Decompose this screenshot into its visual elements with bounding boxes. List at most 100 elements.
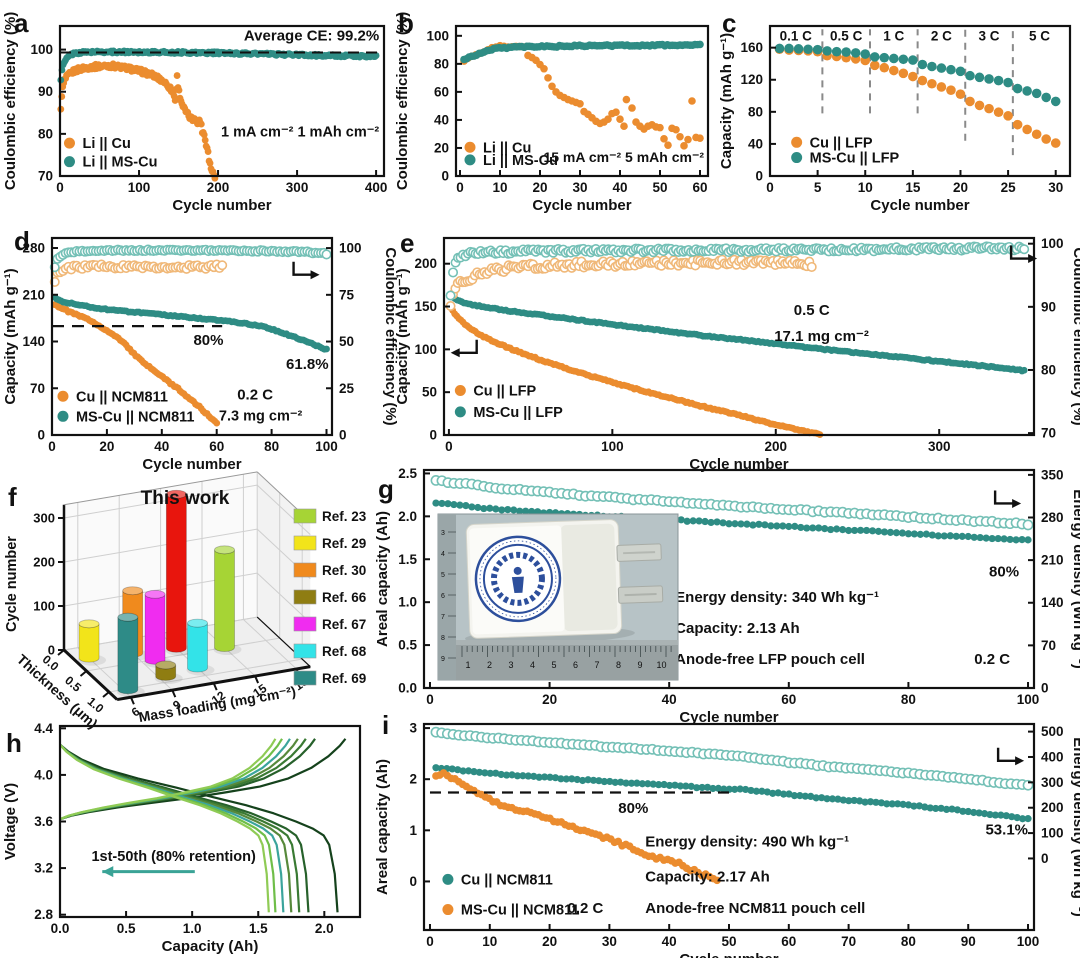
panel-e-lfp-cycling-chart: 0 100 200 300 0 50 100 150 200 70 80 90 100 Cycle num… bbox=[394, 228, 1080, 473]
svg-text:0.2 C: 0.2 C bbox=[974, 651, 1010, 668]
svg-text:1: 1 bbox=[465, 660, 470, 670]
svg-text:0.5 C: 0.5 C bbox=[830, 28, 863, 43]
svg-text:Voltage (V): Voltage (V) bbox=[2, 783, 19, 860]
svg-text:40: 40 bbox=[748, 136, 763, 151]
svg-text:Coulombic efficiency (%): Coulombic efficiency (%) bbox=[382, 247, 399, 425]
svg-text:0: 0 bbox=[339, 428, 347, 443]
svg-text:b: b bbox=[398, 8, 414, 38]
svg-text:4: 4 bbox=[530, 660, 535, 670]
svg-text:3: 3 bbox=[508, 660, 513, 670]
svg-text:80%: 80% bbox=[618, 800, 648, 817]
svg-text:g: g bbox=[378, 474, 394, 504]
svg-text:200: 200 bbox=[414, 256, 437, 271]
svg-text:20: 20 bbox=[99, 439, 114, 454]
svg-text:10: 10 bbox=[492, 180, 507, 195]
svg-text:50: 50 bbox=[721, 934, 736, 949]
panel-d-ncm811-cycling-chart: 0 20 40 60 80 1000701402102800255075100Cycle … bbox=[2, 226, 399, 473]
svg-text:400: 400 bbox=[1041, 749, 1064, 764]
svg-text:0: 0 bbox=[48, 439, 56, 454]
svg-text:3.2: 3.2 bbox=[34, 861, 53, 876]
svg-text:7: 7 bbox=[441, 614, 445, 621]
svg-text:100: 100 bbox=[1017, 934, 1040, 949]
svg-text:40: 40 bbox=[662, 934, 677, 949]
svg-text:80: 80 bbox=[434, 56, 449, 71]
svg-text:0.5: 0.5 bbox=[398, 638, 417, 653]
svg-text:Areal capacity (Ah): Areal capacity (Ah) bbox=[374, 511, 391, 647]
svg-text:300: 300 bbox=[1041, 775, 1064, 790]
svg-text:90: 90 bbox=[961, 934, 976, 949]
svg-text:1st-50th (80% retention): 1st-50th (80% retention) bbox=[91, 849, 256, 865]
svg-text:90: 90 bbox=[38, 84, 53, 99]
panel-b-high-rate-coulombic-efficiency-chart: 0 10 20 30 40 50 60 0 20 40 60 80 100 Cycle number Cou… bbox=[394, 8, 710, 214]
svg-text:80: 80 bbox=[901, 692, 916, 707]
figure-row-2: 0 20 40 60 80 100 0 70 140 210 280 0 25 50 75 100 Cycle … bbox=[0, 226, 1080, 473]
svg-text:2 C: 2 C bbox=[931, 28, 952, 43]
svg-text:40: 40 bbox=[434, 112, 449, 127]
svg-text:100: 100 bbox=[315, 439, 338, 454]
svg-text:0: 0 bbox=[1041, 681, 1049, 696]
svg-text:2.0: 2.0 bbox=[398, 509, 417, 524]
svg-text:Coulombic efficiency (%): Coulombic efficiency (%) bbox=[1070, 247, 1080, 425]
svg-text:Coulombic efficiency (%): Coulombic efficiency (%) bbox=[2, 12, 19, 190]
svg-text:80%: 80% bbox=[193, 332, 223, 349]
panel-g-lfp-pouch-cell-chart: 0 20 40 60 80 1000.00.51.01.52.02.50701402102… bbox=[374, 466, 1080, 726]
svg-text:25: 25 bbox=[339, 381, 355, 396]
svg-text:Energy density (Wh kg⁻¹): Energy density (Wh kg⁻¹) bbox=[1070, 737, 1080, 917]
svg-text:Anode-free LFP pouch cell: Anode-free LFP pouch cell bbox=[675, 651, 865, 668]
svg-text:10: 10 bbox=[858, 180, 873, 195]
svg-text:6: 6 bbox=[441, 593, 445, 600]
svg-text:Ref. 29: Ref. 29 bbox=[322, 536, 366, 551]
svg-text:15 mA cm⁻² 5 mAh cm⁻²: 15 mA cm⁻² 5 mAh cm⁻² bbox=[543, 149, 704, 165]
svg-text:0: 0 bbox=[766, 180, 774, 195]
panel-a-li-cu-coulombic-efficiency-chart: 0 100 200 300 400 70 80 90 100 Cycle number Coulom… bbox=[2, 8, 387, 214]
svg-text:300: 300 bbox=[286, 180, 309, 195]
figure-row-1: 0 100 200 300 400 70 80 90 100 Cycle number Coulom… bbox=[0, 0, 1080, 226]
svg-text:Li || MS-Cu: Li || MS-Cu bbox=[483, 153, 558, 169]
svg-text:1 C: 1 C bbox=[883, 28, 904, 43]
svg-text:5: 5 bbox=[814, 180, 822, 195]
svg-text:80: 80 bbox=[748, 104, 763, 119]
panel-c-rate-capability-chart: 0 5 10 15 20 25 30 0 40 80 120 160 Cycle number Capac… bbox=[718, 8, 1072, 214]
svg-text:8: 8 bbox=[616, 660, 621, 670]
svg-text:Capacity (mAh g⁻¹): Capacity (mAh g⁻¹) bbox=[394, 268, 411, 404]
svg-text:280: 280 bbox=[1041, 510, 1064, 525]
svg-text:8: 8 bbox=[441, 635, 445, 642]
svg-text:Ref. 23: Ref. 23 bbox=[322, 509, 367, 524]
svg-text:0: 0 bbox=[445, 439, 453, 454]
svg-text:15: 15 bbox=[905, 180, 921, 195]
svg-text:80: 80 bbox=[901, 934, 916, 949]
svg-text:60: 60 bbox=[781, 692, 796, 707]
svg-text:6: 6 bbox=[573, 660, 578, 670]
svg-text:0: 0 bbox=[48, 643, 55, 658]
svg-text:Energy density: 490 Wh kg⁻¹: Energy density: 490 Wh kg⁻¹ bbox=[645, 834, 849, 851]
svg-text:160: 160 bbox=[740, 40, 763, 55]
svg-text:300: 300 bbox=[928, 439, 951, 454]
figure-row-4: 0.0 0.5 1.0 1.5 2.0 2.8 3.2 3.6 4.0 4.4 Capacity (… bbox=[0, 710, 1080, 958]
panel-h-voltage-profiles-chart: 0.0 0.5 1.0 1.5 2.0 2.8 3.2 3.6 4.0 4.4 Capacity (… bbox=[2, 721, 362, 955]
svg-text:20: 20 bbox=[434, 140, 449, 155]
svg-text:20: 20 bbox=[542, 692, 557, 707]
svg-text:0: 0 bbox=[426, 934, 434, 949]
svg-text:2: 2 bbox=[409, 772, 417, 787]
svg-text:Li || MS-Cu: Li || MS-Cu bbox=[82, 155, 157, 171]
svg-text:70: 70 bbox=[841, 934, 856, 949]
svg-text:70: 70 bbox=[1041, 638, 1056, 653]
svg-text:30: 30 bbox=[572, 180, 587, 195]
svg-text:140: 140 bbox=[22, 334, 45, 349]
svg-text:1.0: 1.0 bbox=[183, 921, 202, 936]
svg-text:1.5: 1.5 bbox=[398, 552, 417, 567]
svg-text:Cycle number: Cycle number bbox=[172, 197, 271, 214]
svg-text:Coulombic efficiency (%): Coulombic efficiency (%) bbox=[394, 12, 411, 190]
svg-text:Cu || LFP: Cu || LFP bbox=[810, 135, 873, 151]
svg-text:100: 100 bbox=[339, 241, 362, 256]
svg-text:Ref. 68: Ref. 68 bbox=[322, 644, 367, 659]
svg-text:1 mA cm⁻² 1 mAh cm⁻²: 1 mA cm⁻² 1 mAh cm⁻² bbox=[221, 124, 379, 140]
svg-text:Capacity: 2.17 Ah: Capacity: 2.17 Ah bbox=[645, 868, 770, 885]
svg-text:f: f bbox=[8, 482, 17, 512]
svg-text:70: 70 bbox=[38, 169, 53, 184]
svg-text:53.1%: 53.1% bbox=[985, 821, 1028, 838]
svg-text:9: 9 bbox=[637, 660, 642, 670]
svg-text:Cycle number: Cycle number bbox=[679, 951, 778, 958]
svg-text:4.4: 4.4 bbox=[34, 721, 53, 736]
